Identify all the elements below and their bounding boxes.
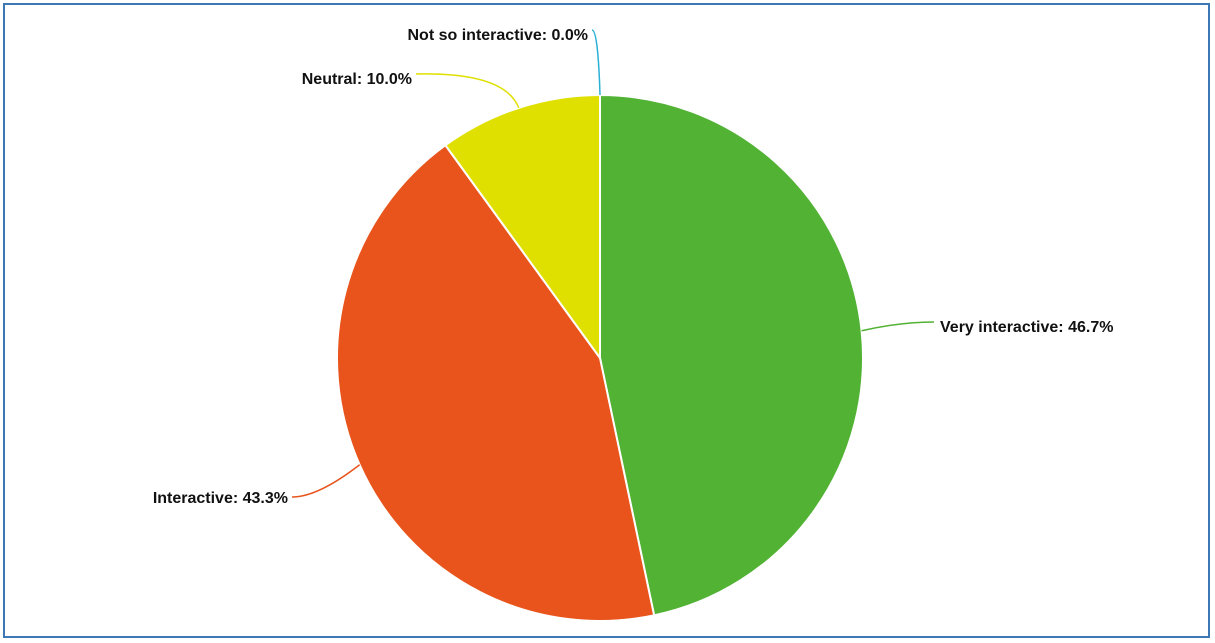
leader-very-interactive (861, 321, 935, 332)
leader-not-so-interactive (591, 29, 601, 96)
leader-neutral (415, 73, 520, 109)
pie-slices (336, 93, 865, 623)
label-not-so-interactive: Not so interactive: 0.0% (408, 27, 589, 44)
slice-interactive (336, 143, 656, 623)
label-neutral: Neutral: 10.0% (302, 71, 412, 88)
slice-neutral (444, 93, 601, 362)
label-very-interactive: Very interactive: 46.7% (940, 319, 1113, 336)
label-interactive: Interactive: 43.3% (153, 490, 288, 507)
leader-lines (291, 29, 935, 498)
leader-interactive (291, 464, 361, 498)
slice-very-interactive (599, 93, 865, 617)
